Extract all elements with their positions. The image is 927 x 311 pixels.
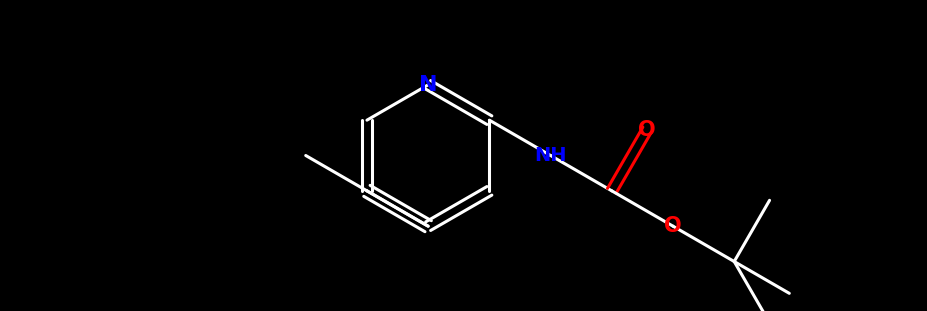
- Text: O: O: [639, 120, 656, 140]
- Text: O: O: [664, 216, 682, 236]
- Text: NH: NH: [534, 146, 566, 165]
- Text: N: N: [419, 75, 438, 95]
